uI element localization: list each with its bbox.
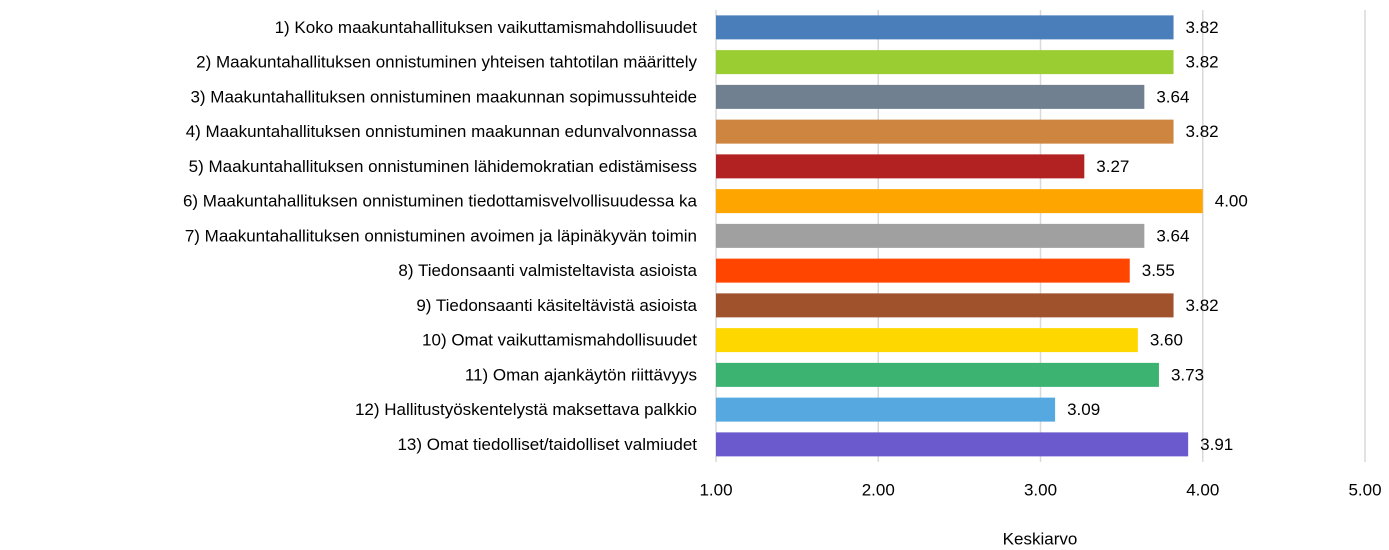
data-label: 3.64 [1156, 226, 1189, 245]
y-tick-label: 9) Tiedonsaanti käsiteltävistä asioista [416, 296, 697, 315]
x-axis-label: Keskiarvo [1003, 529, 1078, 548]
y-tick-label: 11) Oman ajankäytön riittävyys [465, 365, 697, 384]
bar [716, 223, 1145, 248]
y-tick-label: 4) Maakuntahallituksen onnistuminen maak… [186, 122, 698, 141]
bar [716, 189, 1203, 214]
data-label: 3.91 [1200, 435, 1233, 454]
y-tick-label: 6) Maakuntahallituksen onnistuminen tied… [183, 192, 698, 211]
data-label: 3.55 [1142, 261, 1175, 280]
bar [716, 362, 1159, 387]
y-tick-label: 10) Omat vaikuttamismahdollisuudet [422, 331, 697, 350]
data-label: 3.82 [1186, 18, 1219, 37]
y-tick-label: 13) Omat tiedolliset/taidolliset valmiud… [397, 435, 697, 454]
x-tick-label: 1.00 [699, 480, 732, 499]
x-tick-label: 4.00 [1186, 480, 1219, 499]
y-tick-label: 3) Maakuntahallituksen onnistuminen maak… [190, 87, 697, 106]
y-tick-label: 7) Maakuntahallituksen onnistuminen avoi… [185, 226, 697, 245]
data-label: 4.00 [1215, 192, 1248, 211]
data-label: 3.09 [1067, 400, 1100, 419]
bar [716, 119, 1174, 144]
y-tick-label: 2) Maakuntahallituksen onnistuminen yhte… [196, 53, 697, 72]
data-label: 3.82 [1186, 53, 1219, 72]
x-tick-label: 5.00 [1348, 480, 1381, 499]
y-tick-label: 5) Maakuntahallituksen onnistuminen lähi… [189, 157, 697, 176]
y-tick-label: 1) Koko maakuntahallituksen vaikuttamism… [275, 18, 698, 37]
bar [716, 15, 1174, 40]
data-label: 3.73 [1171, 365, 1204, 384]
bar [716, 50, 1174, 75]
bar [716, 154, 1085, 179]
x-tick-label: 3.00 [1024, 480, 1057, 499]
bar [716, 293, 1174, 318]
data-label: 3.82 [1186, 122, 1219, 141]
bar [716, 328, 1138, 353]
bar [716, 432, 1189, 457]
data-label: 3.64 [1156, 87, 1189, 106]
bar [716, 84, 1145, 109]
y-tick-label: 12) Hallitustyöskentelystä maksettava pa… [355, 400, 697, 419]
data-label: 3.60 [1150, 331, 1183, 350]
bar [716, 397, 1056, 422]
bar [716, 258, 1130, 283]
x-tick-label: 2.00 [862, 480, 895, 499]
data-label: 3.82 [1186, 296, 1219, 315]
data-label: 3.27 [1096, 157, 1129, 176]
y-tick-label: 8) Tiedonsaanti valmisteltavista asioist… [398, 261, 697, 280]
